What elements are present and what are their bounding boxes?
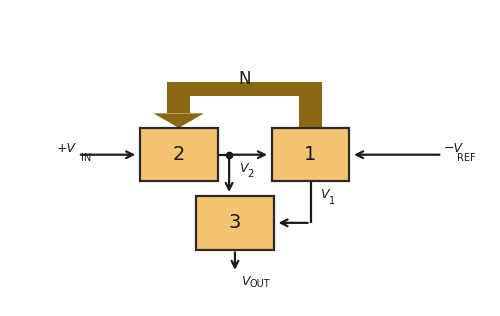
Text: +V: +V xyxy=(57,142,76,155)
Bar xyxy=(299,89,322,128)
Bar xyxy=(167,89,190,113)
Text: V: V xyxy=(239,161,248,175)
Bar xyxy=(140,128,218,181)
Text: V: V xyxy=(241,275,249,288)
Text: REF: REF xyxy=(456,153,475,163)
Text: V: V xyxy=(320,188,328,201)
Text: 1: 1 xyxy=(304,145,316,164)
Text: IN: IN xyxy=(80,153,91,163)
Bar xyxy=(167,82,322,96)
Text: OUT: OUT xyxy=(250,279,270,289)
Polygon shape xyxy=(154,113,204,128)
Text: 1: 1 xyxy=(328,196,335,206)
Text: −V: −V xyxy=(444,142,463,155)
Text: 2: 2 xyxy=(172,145,185,164)
Text: N: N xyxy=(238,70,251,88)
Text: 3: 3 xyxy=(229,213,241,232)
Text: 2: 2 xyxy=(248,169,254,179)
Bar xyxy=(272,128,349,181)
Bar xyxy=(196,196,274,250)
